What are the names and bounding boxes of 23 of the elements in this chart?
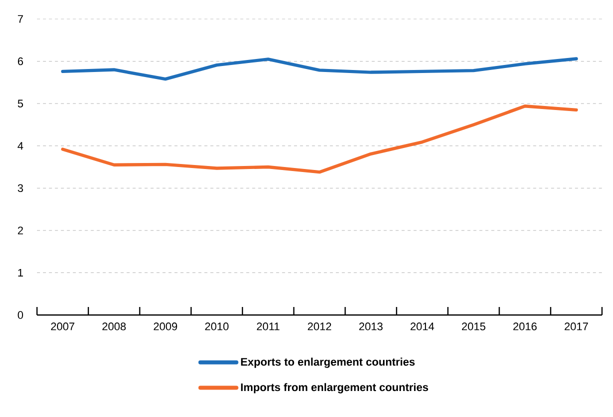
legend-label: Exports to enlargement countries bbox=[241, 358, 415, 368]
y-tick-label: 4 bbox=[18, 142, 24, 150]
y-tick-label: 7 bbox=[18, 15, 23, 23]
y-tick-label: 3 bbox=[18, 184, 23, 192]
y-tick-label: 5 bbox=[18, 100, 24, 108]
line-series bbox=[61, 104, 578, 174]
legend-label: Imports from enlargement countries bbox=[241, 383, 428, 394]
y-tick-label: 2 bbox=[18, 226, 23, 234]
x-tick-label: 2011 bbox=[256, 322, 280, 330]
x-tick-label: 2009 bbox=[154, 322, 178, 330]
x-tick-label: 2015 bbox=[462, 322, 486, 330]
x-tick-label: 2012 bbox=[308, 322, 332, 330]
x-tick-label: 2008 bbox=[102, 322, 126, 330]
y-tick-label: 1 bbox=[18, 268, 23, 276]
x-tick-label: 2014 bbox=[410, 322, 434, 330]
x-tick-label: 2013 bbox=[359, 322, 383, 330]
x-tick-label: 2017 bbox=[564, 322, 588, 330]
y-tick-label: 0 bbox=[18, 311, 24, 319]
x-tick-label: 2016 bbox=[513, 322, 537, 330]
y-tick-label: 6 bbox=[18, 57, 23, 66]
x-tick-label: 2010 bbox=[205, 322, 229, 330]
line-series bbox=[61, 57, 578, 81]
x-tick-label: 2007 bbox=[51, 322, 74, 330]
